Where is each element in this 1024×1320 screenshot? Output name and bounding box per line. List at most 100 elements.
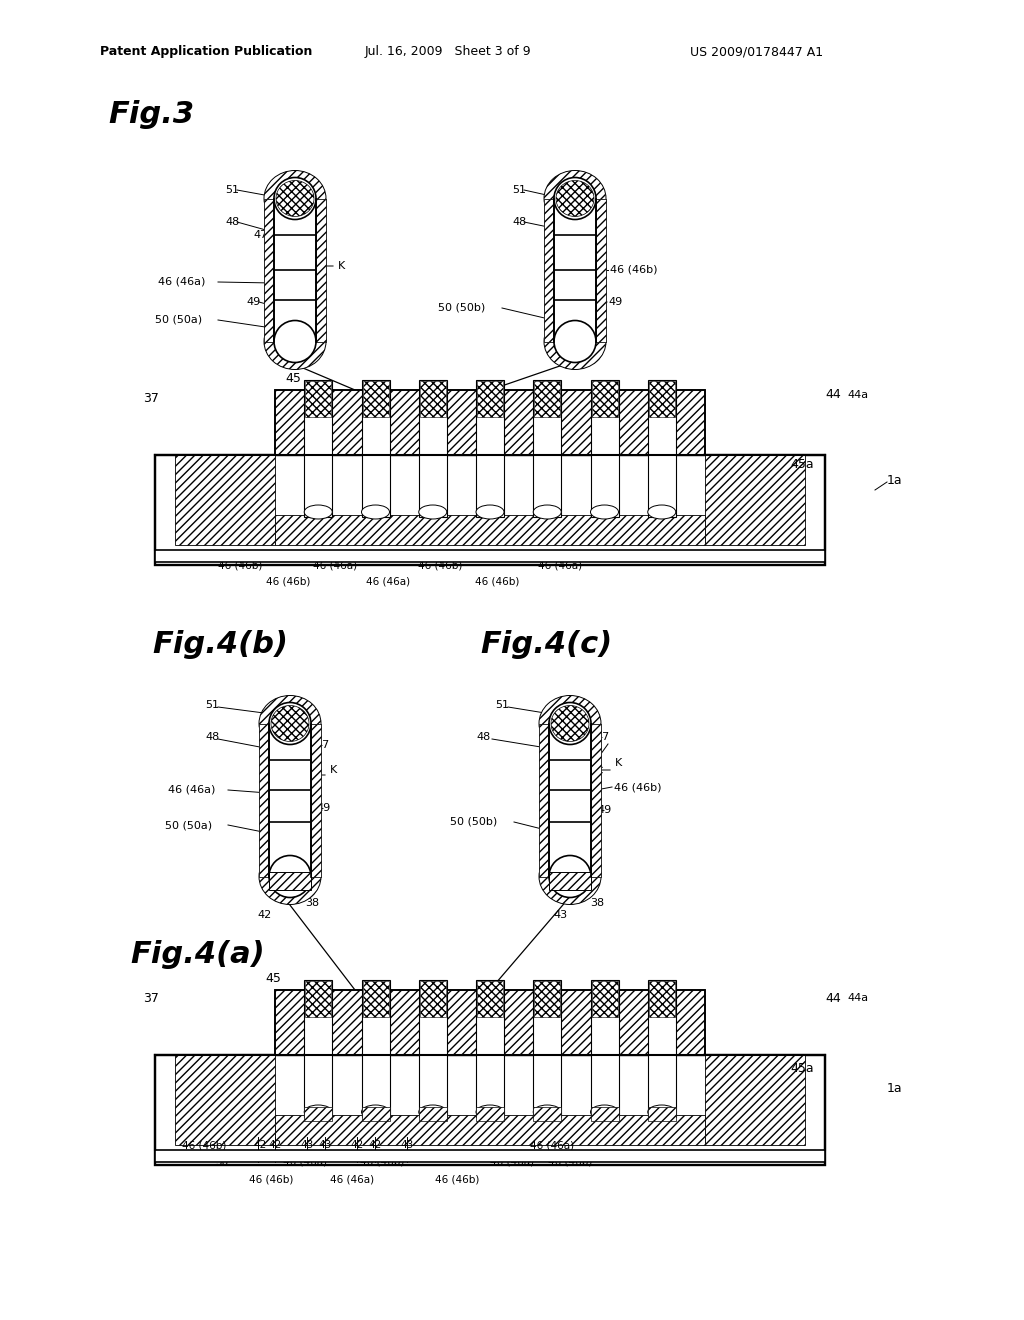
Text: 37: 37 bbox=[143, 392, 159, 404]
Ellipse shape bbox=[259, 849, 321, 904]
Text: 42: 42 bbox=[253, 1140, 266, 1150]
Text: 44: 44 bbox=[825, 991, 841, 1005]
Bar bbox=[549, 723, 591, 876]
Text: 46 (46b): 46 (46b) bbox=[435, 1175, 479, 1185]
Bar bbox=[477, 381, 503, 417]
Ellipse shape bbox=[304, 506, 332, 519]
Text: 45a: 45a bbox=[790, 1061, 814, 1074]
Ellipse shape bbox=[276, 181, 314, 216]
Text: 49: 49 bbox=[316, 803, 331, 813]
Ellipse shape bbox=[419, 506, 446, 519]
Ellipse shape bbox=[539, 696, 601, 751]
Text: 49: 49 bbox=[608, 297, 623, 308]
Text: 46 (46b): 46 (46b) bbox=[548, 1158, 592, 1167]
Ellipse shape bbox=[361, 506, 389, 519]
Bar bbox=[477, 981, 503, 1016]
Bar bbox=[539, 723, 601, 876]
Text: 46 (46b): 46 (46b) bbox=[475, 577, 519, 587]
Ellipse shape bbox=[476, 1105, 504, 1119]
Bar bbox=[264, 198, 326, 342]
Ellipse shape bbox=[259, 696, 321, 751]
Ellipse shape bbox=[556, 181, 594, 216]
Bar bbox=[361, 380, 389, 517]
Ellipse shape bbox=[419, 1105, 446, 1119]
Ellipse shape bbox=[549, 855, 591, 898]
Text: 38: 38 bbox=[305, 898, 319, 908]
Bar bbox=[305, 381, 331, 417]
Text: 47: 47 bbox=[595, 733, 609, 742]
Bar bbox=[476, 380, 504, 517]
Text: US 2009/0178447 A1: US 2009/0178447 A1 bbox=[690, 45, 823, 58]
Text: 42: 42 bbox=[350, 1140, 364, 1150]
Text: 46 (46a): 46 (46a) bbox=[313, 560, 357, 570]
Ellipse shape bbox=[539, 849, 601, 904]
Bar bbox=[275, 389, 705, 455]
Text: 38: 38 bbox=[215, 1158, 228, 1167]
Text: 47: 47 bbox=[253, 230, 267, 240]
Bar bbox=[420, 381, 445, 417]
Text: 46 (46b): 46 (46b) bbox=[610, 265, 657, 275]
Bar bbox=[544, 198, 606, 342]
Bar bbox=[592, 981, 617, 1016]
Ellipse shape bbox=[271, 705, 309, 742]
Text: 43: 43 bbox=[318, 1140, 331, 1150]
Bar bbox=[305, 981, 331, 1016]
Bar bbox=[155, 1055, 825, 1166]
Bar bbox=[269, 723, 311, 876]
Text: 43: 43 bbox=[300, 1140, 313, 1150]
Bar bbox=[705, 455, 805, 545]
Ellipse shape bbox=[476, 506, 504, 519]
Bar bbox=[155, 550, 825, 562]
Text: 46 (46a): 46 (46a) bbox=[366, 577, 410, 587]
Bar bbox=[419, 380, 446, 517]
Text: 46 (46b): 46 (46b) bbox=[249, 1175, 293, 1185]
Text: 50 (50b): 50 (50b) bbox=[438, 304, 485, 313]
Bar bbox=[420, 981, 445, 1016]
Bar bbox=[275, 1115, 705, 1144]
Bar bbox=[549, 871, 591, 890]
Text: Fig.3: Fig.3 bbox=[108, 100, 195, 129]
Ellipse shape bbox=[274, 177, 316, 219]
Ellipse shape bbox=[304, 1105, 332, 1119]
Text: 46 (46b): 46 (46b) bbox=[614, 781, 662, 792]
Bar bbox=[539, 723, 549, 876]
Text: Patent Application Publication: Patent Application Publication bbox=[100, 45, 312, 58]
Bar bbox=[264, 198, 274, 342]
Ellipse shape bbox=[554, 321, 596, 363]
Text: 37: 37 bbox=[143, 991, 159, 1005]
Bar bbox=[275, 990, 705, 1055]
Text: K: K bbox=[338, 261, 345, 271]
Bar bbox=[361, 1107, 389, 1121]
Bar bbox=[476, 979, 504, 1117]
Text: K: K bbox=[615, 758, 623, 768]
Bar bbox=[649, 381, 675, 417]
Bar bbox=[259, 723, 269, 876]
Bar bbox=[311, 723, 321, 876]
Ellipse shape bbox=[264, 170, 326, 227]
Text: 46 (46b): 46 (46b) bbox=[182, 1140, 226, 1150]
Bar bbox=[649, 981, 675, 1016]
Bar bbox=[591, 380, 618, 517]
Bar bbox=[362, 981, 388, 1016]
Bar bbox=[304, 1107, 332, 1121]
Text: 50 (50b): 50 (50b) bbox=[450, 817, 498, 828]
Text: 49: 49 bbox=[597, 805, 611, 814]
Ellipse shape bbox=[534, 506, 561, 519]
Bar bbox=[155, 1150, 825, 1162]
Bar bbox=[534, 380, 561, 517]
Text: 46 (46a): 46 (46a) bbox=[283, 1158, 327, 1167]
Text: 44: 44 bbox=[825, 388, 841, 401]
Text: 43: 43 bbox=[553, 909, 567, 920]
Text: 42: 42 bbox=[258, 909, 272, 920]
Bar bbox=[476, 1107, 504, 1121]
Ellipse shape bbox=[554, 177, 596, 219]
Text: Fig.4(b): Fig.4(b) bbox=[152, 630, 288, 659]
Bar bbox=[419, 979, 446, 1117]
Bar bbox=[304, 380, 332, 517]
Text: 45a: 45a bbox=[790, 458, 814, 471]
Bar bbox=[534, 979, 561, 1117]
Text: 47: 47 bbox=[555, 216, 569, 227]
Text: 51: 51 bbox=[495, 700, 509, 710]
Ellipse shape bbox=[544, 314, 606, 370]
Text: 46 (46a): 46 (46a) bbox=[490, 1158, 535, 1167]
